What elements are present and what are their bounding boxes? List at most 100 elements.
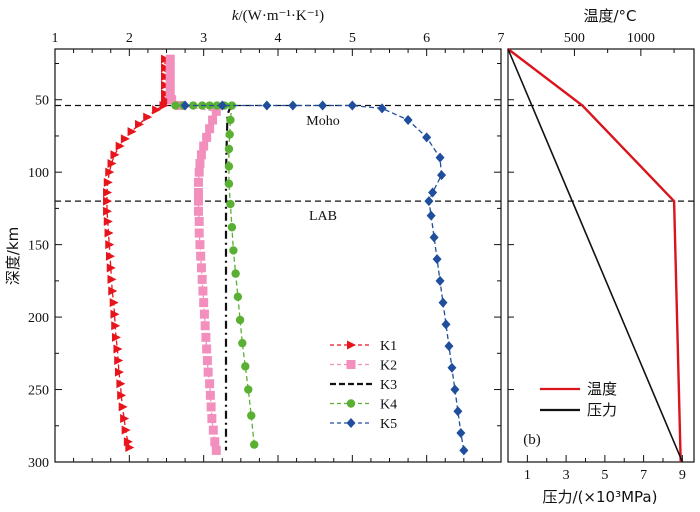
data-point [134,119,144,129]
temperature-tick-label: 1000 [627,31,655,46]
data-point [197,274,207,284]
data-point [106,263,116,273]
legend-item-k4: K4 [330,398,397,413]
series-k2 [165,54,221,455]
pressure-tick-label: 9 [679,468,686,483]
data-point [110,150,120,160]
pressure-line [507,48,684,463]
data-point [165,63,175,73]
data-point [422,132,432,143]
pressure-tick-label: 7 [640,468,647,483]
data-point [208,115,218,125]
data-point [203,367,213,377]
data-point [233,292,243,301]
data-point [437,170,447,181]
data-point [193,177,203,187]
data-point [210,437,220,447]
data-point [194,167,204,177]
data-point [127,127,137,137]
data-point [193,187,203,197]
top-axis-title: k/(W·m⁻¹·K⁻¹) [232,8,324,24]
reference-lines [55,104,501,202]
temperature-axis-title: 温度/°C [583,7,636,25]
data-point [195,158,205,168]
series-k1 [103,54,171,453]
data-point [428,187,438,198]
data-point [111,332,121,342]
data-point [424,196,434,207]
data-point [438,297,448,308]
pressure-tick-label: 1 [524,468,531,483]
data-point [225,130,234,139]
data-point [459,445,469,456]
data-point [217,100,227,111]
data-point [429,232,439,243]
y-tick-label: 150 [28,239,49,254]
data-point [227,101,237,110]
data-point [107,158,117,168]
data-point [206,402,216,412]
data-point [107,274,117,284]
data-point [456,428,466,439]
data-point [121,425,131,435]
data-point [114,367,124,377]
series-line [106,59,166,448]
legend-label: K5 [380,417,397,432]
data-point [106,251,116,261]
data-point [110,309,120,319]
y-tick-label: 100 [28,166,49,181]
legend-label: K1 [380,339,397,354]
panel-b-frame [507,48,695,463]
data-point [105,167,115,177]
x-tick-label: 2 [126,31,133,46]
data-point [103,187,113,197]
data-point [347,340,356,350]
panel-b-ticks: 500 1000 1 3 5 7 9 [508,31,686,483]
x-tick-label: 6 [423,31,430,46]
y-axis-title: 深度/km [4,227,22,285]
legend-item-k3: K3 [330,378,397,393]
data-point [108,286,118,296]
y-tick-label: 200 [28,311,49,326]
data-point [113,344,123,354]
data-point [193,206,203,216]
x-tick-label: 7 [498,31,505,46]
data-point [347,100,357,111]
data-point [200,321,210,331]
panel-a-ticks: 1 2 3 4 5 6 7 50 100 150 200 250 300 [28,31,505,471]
data-point [165,72,175,82]
data-point [250,440,259,449]
legend-label: K4 [380,398,397,413]
data-point [224,162,234,171]
x-tick-label: 5 [349,31,356,46]
data-point [229,246,238,255]
data-point [159,101,169,111]
data-point [111,321,121,331]
data-point [194,216,204,226]
data-point [235,315,245,325]
data-point [208,425,218,435]
data-point [212,101,222,110]
series-k5 [180,100,469,456]
pressure-axis-title: 压力/(×10³MPa) [543,488,658,506]
legend-label: K3 [380,378,397,393]
data-point [152,105,162,115]
panel-a: 1 2 3 4 5 6 7 50 100 150 200 250 300 k/(W·m⁻¹·K⁻¹) 深… [4,8,505,471]
data-point [193,196,203,206]
data-point [120,414,130,424]
y-tick-label: 250 [28,384,49,399]
data-point [346,360,356,369]
data-point [441,319,451,330]
data-point [444,341,454,352]
data-point [194,228,204,238]
legend-item-k1: K1 [330,339,397,354]
data-point [238,338,247,348]
top-axis-title-k: k [232,8,239,24]
data-point [103,196,113,206]
data-point [247,411,256,420]
data-point [109,298,119,308]
data-point [211,106,221,116]
temperature-line [507,48,682,463]
legend-label: K2 [380,359,397,374]
